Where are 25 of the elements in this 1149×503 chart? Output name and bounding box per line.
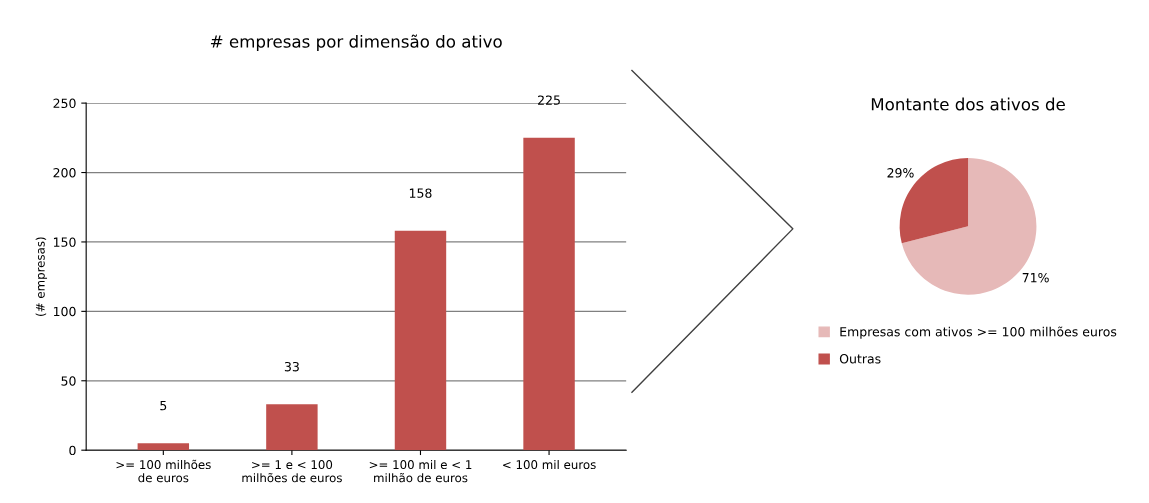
chart-title: # empresas por dimensão do ativo bbox=[210, 34, 502, 52]
data-label: 33 bbox=[284, 361, 299, 372]
bar bbox=[137, 443, 190, 451]
bar bbox=[266, 404, 318, 451]
data-label: 71% bbox=[1022, 272, 1049, 283]
data-label: 158 bbox=[409, 188, 432, 198]
x-tick-label: >= 100 mil e < 1 milhão de euros bbox=[369, 459, 472, 483]
x-tick-label: < 100 mil euros bbox=[503, 459, 596, 470]
y-tick-label: 0 bbox=[69, 445, 76, 456]
x-tick-label: >= 100 milhões de euros bbox=[116, 459, 211, 483]
legend-label: Empresas com ativos >= 100 milhões euros bbox=[840, 326, 1117, 339]
y-tick-label: 250 bbox=[53, 98, 76, 109]
y-tick-label: 200 bbox=[53, 168, 76, 178]
legend-label: Outras bbox=[839, 354, 881, 364]
x-tick-label: >= 1 e < 100 milhões de euros bbox=[242, 460, 342, 483]
y-tick-label: 50 bbox=[61, 376, 76, 386]
bar bbox=[523, 137, 575, 451]
data-label: 225 bbox=[538, 95, 560, 105]
y-tick-label: 100 bbox=[53, 306, 76, 317]
chart-title: Montante dos ativos de bbox=[871, 97, 1065, 111]
data-label: 5 bbox=[160, 400, 167, 411]
y-tick-label: 150 bbox=[53, 237, 76, 247]
data-label: 29% bbox=[887, 168, 914, 178]
bar bbox=[394, 230, 447, 451]
y-axis-title: (# empresas) bbox=[35, 237, 48, 316]
